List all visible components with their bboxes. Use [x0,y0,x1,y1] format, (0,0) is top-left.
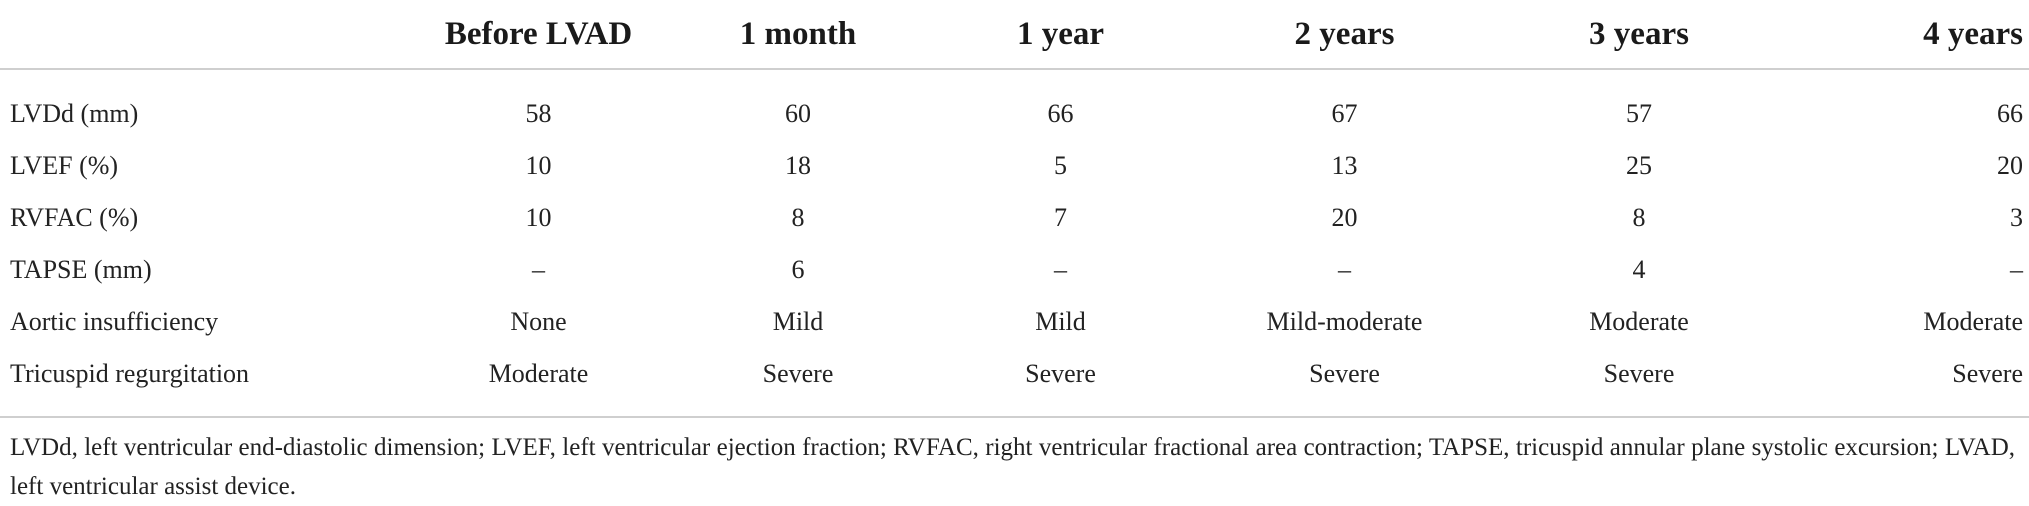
table-cell: 20 [1331,203,1358,232]
table-cell: Severe [1182,348,1507,418]
table-cell: 66 [1997,99,2023,128]
table-cell: 58 [525,99,552,128]
row-label: LVDd (mm) [10,99,139,128]
table-cell: 57 [1626,99,1652,128]
table-cell: Mild [772,307,824,336]
row-label: RVFAC (%) [10,203,139,232]
table-cell: 25 [1626,151,1652,180]
table-cell: Moderate [1589,307,1689,336]
table-cell: 10 [525,203,552,232]
table-cell: Mild [1035,307,1086,336]
table-row: LVDd (mm) 58 60 66 67 57 66 [0,69,2029,140]
table-cell: 66 [1047,99,1074,128]
header-cell-3-years: 3 years [1507,0,1771,70]
table-header: Before LVAD 1 month 1 year 2 years 3 yea… [0,0,2029,70]
table-row: TAPSE (mm) – 6 – – 4 – [0,244,2029,296]
table-cell: None [510,307,567,336]
table-footnote: LVDd, left ventricular end-diastolic dim… [10,434,2015,500]
table-cell: 8 [1632,203,1646,232]
header-cell-4-years: 4 years [1771,0,2029,70]
header-cell-1-month: 1 month [657,0,939,70]
table-cell: 4 [1632,255,1646,284]
table-row: LVEF (%) 10 18 5 13 25 20 [0,140,2029,192]
echocardiography-table: Before LVAD 1 month 1 year 2 years 3 yea… [0,0,2029,418]
table-cell: 13 [1331,151,1358,180]
table-cell: 8 [791,203,805,232]
table-cell: 20 [1997,151,2023,180]
row-label: TAPSE (mm) [10,255,152,284]
table-cell: 3 [2010,203,2023,232]
table-cell: 10 [525,151,552,180]
header-cell-before-lvad: Before LVAD [420,0,657,70]
table-cell: – [532,255,545,284]
table-cell: 67 [1331,99,1358,128]
table-row: RVFAC (%) 10 8 7 20 8 3 [0,192,2029,244]
row-label: LVEF (%) [10,151,119,180]
table-cell: Severe [1771,348,2029,418]
row-label: Aortic insufficiency [10,307,219,336]
table-cell: 18 [785,151,811,180]
header-row: Before LVAD 1 month 1 year 2 years 3 yea… [0,0,2029,70]
table-cell: Mild-moderate [1266,307,1423,336]
table-cell: – [1054,255,1067,284]
table-cell: 5 [1054,151,1067,180]
table-cell: 6 [791,255,805,284]
echo-table-container: Before LVAD 1 month 1 year 2 years 3 yea… [0,0,2029,418]
table-body: LVDd (mm) 58 60 66 67 57 66 LVEF (%) 10 … [0,69,2029,418]
table-cell: 60 [785,99,811,128]
table-cell: – [1338,255,1351,284]
table-cell: Severe [1507,348,1771,418]
table-cell: – [2010,255,2023,284]
table-cell: Severe [657,348,939,418]
row-label: Tricuspid regurgitation [0,348,420,418]
table-row: Aortic insufficiency None Mild Mild Mild… [0,296,2029,348]
table-cell: 7 [1054,203,1067,232]
header-cell-2-years: 2 years [1182,0,1507,70]
header-cell-parameter [0,0,420,70]
table-cell: Moderate [1923,307,2023,336]
header-cell-1-year: 1 year [939,0,1182,70]
table-cell: Severe [939,348,1182,418]
table-cell: Moderate [420,348,657,418]
table-row: Tricuspid regurgitation Moderate Severe … [0,348,2029,418]
